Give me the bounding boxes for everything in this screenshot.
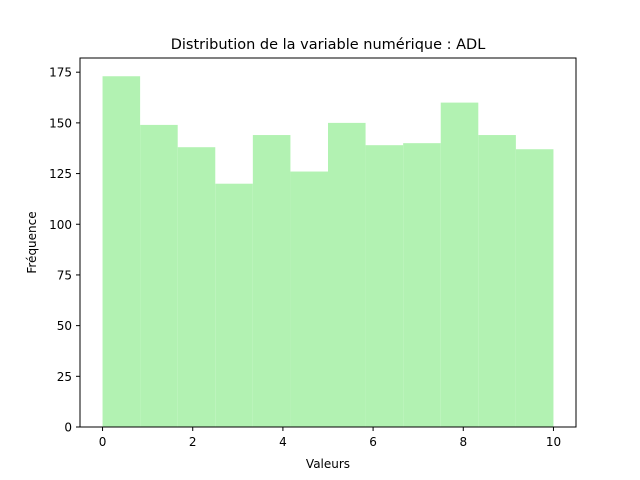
y-tick-label: 175 (49, 66, 72, 80)
histogram-bar (290, 171, 328, 427)
plot-frame (79, 57, 577, 428)
x-tick-label: 2 (189, 435, 197, 449)
x-tick-label: 10 (546, 435, 561, 449)
x-tick-label: 6 (369, 435, 377, 449)
bars-group (102, 76, 554, 428)
histogram-bar (365, 145, 404, 427)
histogram-bar (177, 147, 216, 427)
y-tick-label: 50 (57, 319, 72, 333)
histogram-bar (515, 149, 554, 427)
y-tick-label: 25 (57, 370, 72, 384)
histogram-bar (102, 76, 141, 427)
histogram-bar (252, 135, 291, 428)
y-tick-label: 0 (64, 421, 72, 435)
histogram-bar (403, 143, 441, 427)
x-axis-ticks: 0 2 4 6 8 10 (99, 427, 561, 449)
y-axis-ticks: 0 25 50 75 100 125 150 175 (49, 66, 80, 435)
y-tick-label: 125 (49, 167, 72, 181)
x-tick-label: 4 (279, 435, 287, 449)
histogram-bar (215, 183, 253, 427)
histogram-bar (140, 124, 178, 428)
y-tick-label: 150 (49, 116, 72, 130)
histogram-bar (440, 102, 479, 427)
histogram-bar (328, 122, 366, 427)
histogram-bar (478, 135, 516, 428)
chart-title: Distribution de la variable numérique : … (171, 37, 486, 53)
x-tick-label: 8 (459, 435, 467, 449)
x-tick-label: 0 (99, 435, 107, 449)
y-axis-label: Fréquence (25, 211, 39, 273)
x-axis-label: Valeurs (306, 457, 350, 471)
y-tick-label: 75 (57, 268, 72, 282)
y-tick-label: 100 (49, 218, 72, 232)
